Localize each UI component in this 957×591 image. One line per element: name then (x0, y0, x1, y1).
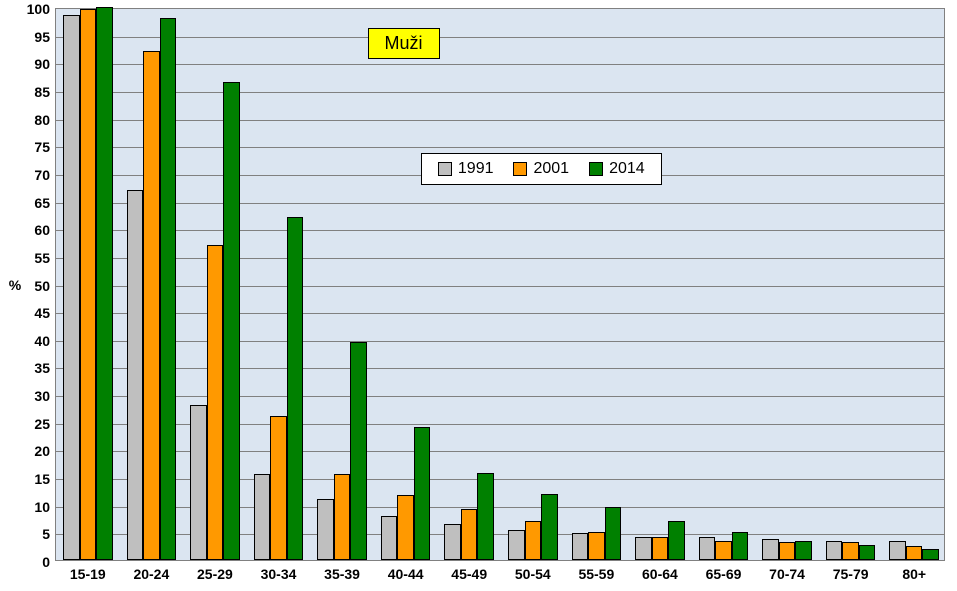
bar-2014-25-29 (223, 82, 240, 560)
x-tick-label: 65-69 (706, 566, 742, 582)
y-tick-label: 10 (34, 499, 50, 515)
x-tick-label: 70-74 (769, 566, 805, 582)
y-tick-label: 75 (34, 139, 50, 155)
bar-1991-45-49 (444, 524, 461, 560)
bar-1991-80+ (889, 541, 906, 560)
bar-2001-20-24 (143, 51, 160, 560)
bar-2014-65-69 (732, 532, 749, 560)
bar-2001-25-29 (207, 245, 224, 560)
x-tick-label: 80+ (902, 566, 926, 582)
bar-2014-60-64 (668, 521, 685, 560)
bar-2001-45-49 (461, 509, 478, 560)
x-tick-label: 55-59 (578, 566, 614, 582)
bar-2014-20-24 (160, 18, 177, 560)
y-tick-label: 0 (42, 554, 50, 570)
x-tick-label: 75-79 (833, 566, 869, 582)
y-tick-label: 15 (34, 471, 50, 487)
bar-2014-55-59 (605, 507, 622, 560)
bar-1991-20-24 (127, 190, 144, 561)
bar-1991-35-39 (317, 499, 334, 560)
legend-label: 2014 (609, 160, 645, 178)
y-tick-label: 100 (27, 1, 50, 17)
bar-1991-65-69 (699, 537, 716, 560)
x-tick-label: 20-24 (133, 566, 169, 582)
chart-title-text: Muži (385, 33, 423, 53)
plot-area: Muži 199120012014 0510152025303540455055… (55, 8, 945, 561)
bar-1991-30-34 (254, 474, 271, 560)
chart-title-badge: Muži (368, 28, 440, 59)
x-tick-label: 30-34 (261, 566, 297, 582)
legend-swatch-icon (513, 162, 527, 176)
bar-2014-40-44 (414, 427, 431, 560)
bar-2014-15-19 (96, 7, 113, 560)
legend-swatch-icon (589, 162, 603, 176)
bar-2001-40-44 (397, 495, 414, 560)
legend-item-1991: 1991 (438, 160, 494, 178)
bar-2014-30-34 (287, 217, 304, 560)
bars-layer (56, 9, 944, 560)
bar-2001-50-54 (525, 521, 542, 560)
bar-1991-60-64 (635, 537, 652, 560)
bar-2014-70-74 (795, 541, 812, 560)
legend-item-2001: 2001 (513, 160, 569, 178)
bar-2001-60-64 (652, 537, 669, 560)
chart-container: Muži 1991 2001 2014 0 5 10 15 20 25 30 35 40 45 50 55… (0, 0, 957, 591)
bar-2001-35-39 (334, 474, 351, 560)
bar-2001-65-69 (715, 541, 732, 560)
bar-1991-75-79 (826, 541, 843, 560)
x-tick-label: 50-54 (515, 566, 551, 582)
bar-2014-50-54 (541, 494, 558, 560)
y-tick-label: 70 (34, 167, 50, 183)
bar-2014-75-79 (859, 545, 876, 560)
bar-2014-35-39 (350, 342, 367, 560)
y-tick-label: 30 (34, 388, 50, 404)
legend-label: 1991 (458, 160, 494, 178)
legend-item-2014: 2014 (589, 160, 645, 178)
legend: 1991 2001 2014 (421, 153, 662, 185)
y-tick-label: 35 (34, 360, 50, 376)
y-tick-label: 25 (34, 416, 50, 432)
bar-2014-45-49 (477, 473, 494, 560)
y-tick-label: 90 (34, 56, 50, 72)
y-tick-label: 55 (34, 250, 50, 266)
bar-1991-70-74 (762, 539, 779, 560)
x-tick-label: 45-49 (451, 566, 487, 582)
y-tick-label: 40 (34, 333, 50, 349)
bar-1991-15-19 (63, 15, 80, 560)
x-tick-label: 25-29 (197, 566, 233, 582)
bar-2001-75-79 (842, 542, 859, 560)
y-tick-label: 60 (34, 222, 50, 238)
bar-1991-25-29 (190, 405, 207, 560)
legend-swatch-icon (438, 162, 452, 176)
bar-1991-50-54 (508, 530, 525, 560)
y-tick-label: 65 (34, 195, 50, 211)
bar-2001-70-74 (779, 542, 796, 560)
y-tick-label: 95 (34, 29, 50, 45)
bar-2001-15-19 (80, 9, 97, 560)
y-tick-label: 50 (34, 278, 50, 294)
y-tick-label: 80 (34, 112, 50, 128)
x-tick-label: 60-64 (642, 566, 678, 582)
legend-label: 2001 (533, 160, 569, 178)
bar-1991-40-44 (381, 516, 398, 560)
x-tick-label: 40-44 (388, 566, 424, 582)
y-tick-label: 5 (42, 526, 50, 542)
y-axis-label: % (9, 277, 21, 293)
x-tick-label: 15-19 (70, 566, 106, 582)
bar-2014-80+ (922, 549, 939, 560)
y-tick-label: 85 (34, 84, 50, 100)
bar-2001-30-34 (270, 416, 287, 560)
bar-1991-55-59 (572, 533, 589, 560)
y-tick-label: 20 (34, 443, 50, 459)
bar-2001-80+ (906, 546, 923, 560)
x-tick-label: 35-39 (324, 566, 360, 582)
y-tick-label: 45 (34, 305, 50, 321)
bar-2001-55-59 (588, 532, 605, 560)
